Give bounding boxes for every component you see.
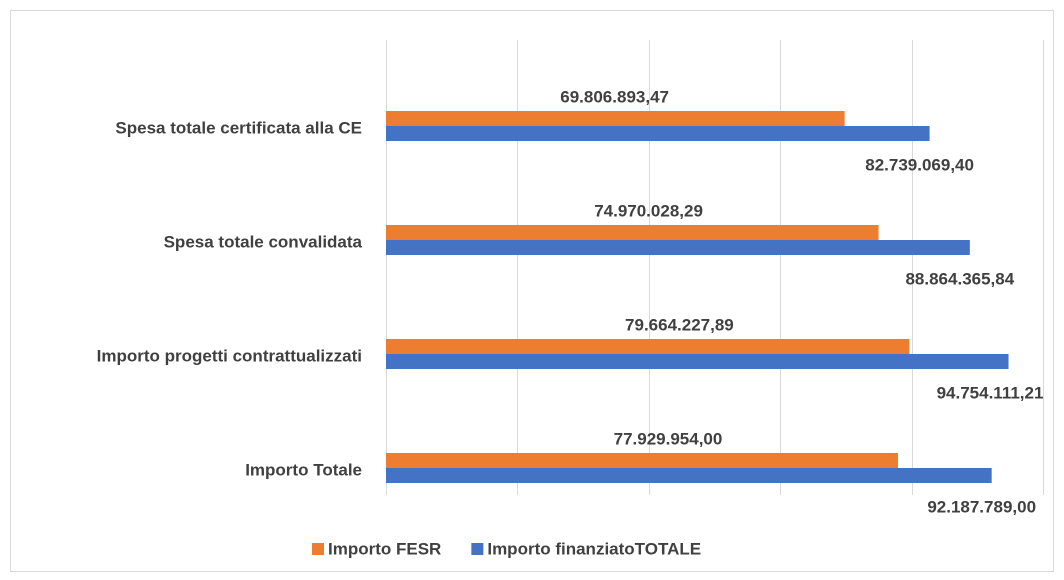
category-label: Importo Totale — [245, 460, 362, 479]
legend-label: Importo FESR — [328, 539, 441, 558]
value-label: 94.754.111,21 — [937, 383, 1044, 402]
bar — [386, 225, 879, 240]
chart-frame — [10, 10, 1054, 572]
category-label: Spesa totale certificata alla CE — [115, 118, 362, 137]
category-label: Spesa totale convalidata — [164, 232, 363, 251]
category-label: Importo progetti contrattualizzati — [97, 346, 362, 365]
value-label: 79.664.227,89 — [625, 315, 734, 334]
value-label: 74.970.028,29 — [594, 201, 703, 220]
value-label: 92.187.789,00 — [927, 497, 1036, 516]
bar — [386, 453, 898, 468]
legend-label: Importo finanziatoTOTALE — [487, 539, 701, 558]
value-label: 88.864.365,84 — [905, 269, 1014, 288]
bar — [386, 111, 845, 126]
legend-swatch — [471, 543, 484, 555]
legend-swatch — [312, 543, 324, 555]
value-label: 77.929.954,00 — [614, 429, 723, 448]
bar — [386, 354, 1009, 369]
bar — [386, 126, 930, 141]
bar — [386, 339, 910, 354]
bar — [386, 240, 970, 255]
value-label: 69.806.893,47 — [560, 87, 669, 106]
value-label: 82.739.069,40 — [865, 155, 974, 174]
bar — [386, 468, 992, 483]
